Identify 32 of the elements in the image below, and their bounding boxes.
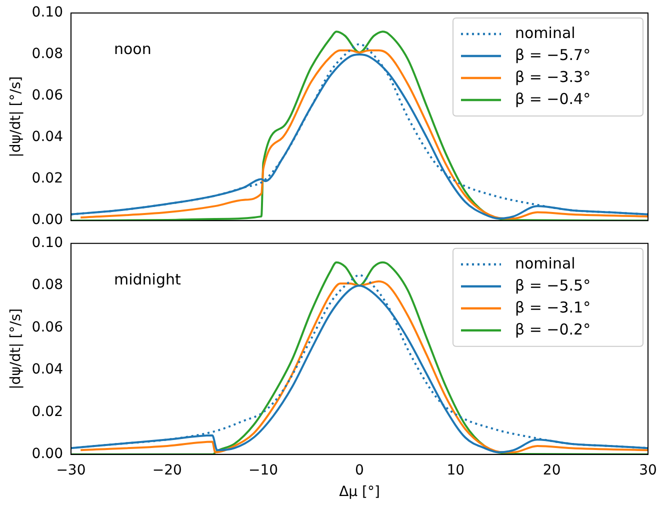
x-tick-label: 20 <box>542 462 561 478</box>
y-tick-label: 0.10 <box>32 4 63 21</box>
y-tick-label: 0.08 <box>32 277 63 294</box>
y-tick-label: 0.02 <box>32 404 63 420</box>
y-axis-title: |dψ/dt| [°/s] <box>8 76 24 158</box>
x-tick-label: −10 <box>248 462 278 478</box>
x-axis-title: Δμ [°] <box>339 484 380 500</box>
y-tick-label: 0.08 <box>32 46 63 62</box>
y-tick-label: 0.06 <box>32 319 64 336</box>
legend-label: β = −3.1° <box>515 298 591 316</box>
annotation: midnight <box>114 270 181 288</box>
y-tick-label: 0.00 <box>32 212 63 228</box>
y-tick-label: 0.00 <box>32 446 63 462</box>
y-tick-label: 0.10 <box>32 235 63 252</box>
legend-label: β = −0.2° <box>515 320 591 338</box>
x-tick-label: −30 <box>56 462 86 478</box>
y-tick-label: 0.06 <box>32 88 64 104</box>
annotation: noon <box>114 40 152 58</box>
y-tick-label: 0.04 <box>32 362 64 378</box>
y-tick-label: 0.02 <box>32 170 63 187</box>
legend-label: β = −3.3° <box>515 68 591 86</box>
legend-label: β = −5.5° <box>515 276 591 294</box>
x-tick-label: 10 <box>446 462 465 478</box>
y-tick-label: 0.04 <box>32 129 64 146</box>
legend-label: β = −0.4° <box>515 90 591 108</box>
x-tick-label: 0 <box>355 462 364 478</box>
x-tick-label: 30 <box>639 462 657 478</box>
legend-label: nominal <box>515 24 576 42</box>
x-tick-label: −20 <box>152 462 182 478</box>
y-axis-title: |dψ/dt| [°/s] <box>8 308 24 390</box>
legend-label: β = −5.7° <box>515 46 591 64</box>
legend-label: nominal <box>515 254 576 272</box>
